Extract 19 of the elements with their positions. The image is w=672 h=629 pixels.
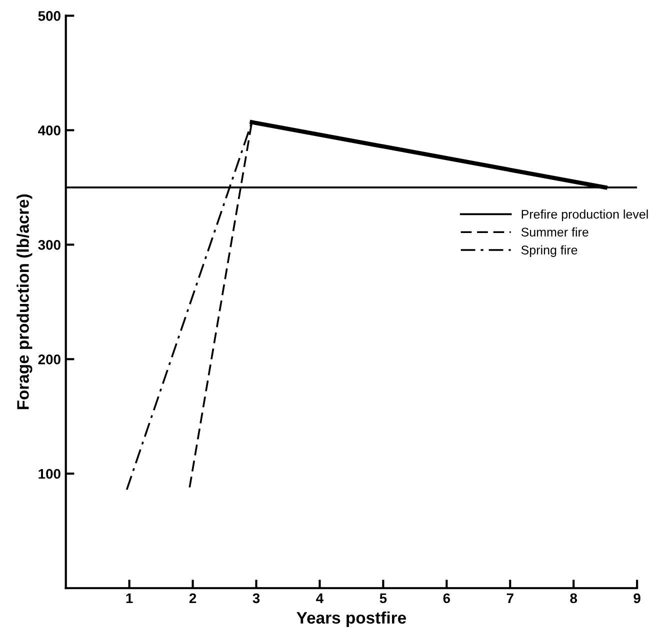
x-tick-label: 6 (443, 593, 450, 604)
legend-label: Prefire production level (522, 210, 648, 222)
x-tick-label: 8 (570, 593, 578, 604)
y-tick-label: 500 (38, 11, 60, 21)
legend-label: Summer fire (521, 227, 588, 237)
x-tick-label: 5 (380, 593, 387, 604)
x-tick-label: 1 (126, 593, 133, 604)
y-tick-label: 300 (38, 240, 60, 250)
y-tick-label: 400 (38, 126, 60, 136)
x-tick-label: 7 (506, 593, 514, 604)
y-axis-title: Forage production (lb/acre) (16, 194, 32, 410)
y-tick-label: 100 (38, 468, 60, 479)
x-axis-title: Years postfire (296, 611, 406, 628)
legend-label: Spring fire (521, 245, 578, 257)
x-tick-label: 9 (634, 593, 640, 604)
x-tick-label: 4 (316, 593, 324, 604)
y-tick-label: 200 (38, 354, 60, 364)
x-tick-label: 3 (252, 593, 260, 604)
x-tick-label: 2 (189, 593, 196, 604)
